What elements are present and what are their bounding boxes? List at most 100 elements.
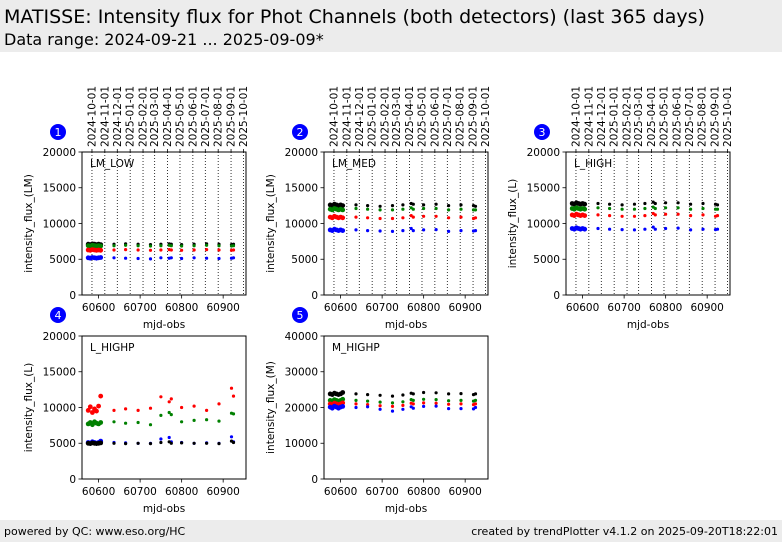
data-point-green: [378, 208, 382, 212]
y-tick-label: 20000: [285, 147, 318, 159]
y-tick-label: 5000: [291, 254, 318, 266]
data-point-green: [473, 398, 478, 402]
data-point-green: [653, 206, 657, 211]
data-point-red: [340, 400, 346, 406]
data-point-blue: [473, 405, 478, 410]
y-tick-label: 5000: [49, 438, 76, 450]
data-point-green: [205, 243, 209, 247]
data-point-blue: [447, 229, 451, 233]
date-tick-label: 2024-12-01: [112, 86, 124, 147]
y-tick-label: 20000: [527, 147, 560, 159]
data-point-red: [94, 408, 99, 414]
date-tick-label: 2025-02-01: [380, 86, 392, 147]
data-point-blue: [112, 256, 116, 260]
x-tick-label: 60800: [407, 302, 440, 314]
data-point-red: [217, 402, 221, 406]
data-point-red: [169, 248, 173, 252]
date-tick-label: 2025-10-01: [480, 86, 492, 147]
x-tick-label: 60900: [206, 302, 239, 314]
data-point-black: [148, 442, 153, 446]
data-point-blue: [229, 435, 234, 439]
data-point-blue: [459, 229, 463, 233]
data-point-green: [231, 412, 236, 416]
y-tick-label: 0: [69, 290, 76, 302]
data-point-blue: [205, 256, 209, 260]
data-point-red: [608, 214, 612, 218]
y-tick-label: 20000: [285, 402, 318, 414]
y-tick-label: 0: [311, 290, 318, 302]
data-point-black: [676, 201, 680, 205]
date-tick-label: 2024-10-01: [328, 86, 340, 147]
date-tick-label: 2025-01-01: [609, 86, 621, 147]
data-point-blue: [390, 229, 395, 233]
footer-bar: powered by QC: www.eso.org/HC created by…: [0, 520, 782, 542]
data-point-green: [340, 207, 346, 213]
y-tick-label: 15000: [527, 183, 560, 195]
date-tick-label: 2025-08-01: [697, 86, 709, 147]
x-tick-label: 60900: [690, 302, 723, 314]
date-tick-label: 2025-05-01: [658, 86, 670, 147]
data-point-green: [217, 419, 221, 423]
data-point-green: [620, 207, 624, 211]
data-point-blue: [653, 227, 657, 231]
data-point-black: [689, 202, 693, 206]
data-point-green: [401, 207, 405, 211]
data-point-red: [192, 248, 196, 252]
date-tick-label: 2025-04-01: [162, 86, 174, 147]
data-point-blue: [582, 226, 588, 232]
data-point-red: [96, 403, 101, 409]
y-tick-label: 5000: [533, 254, 560, 266]
data-point-green: [354, 206, 358, 211]
data-point-green: [124, 421, 128, 425]
x-tick-label: 60600: [82, 486, 115, 498]
data-point-black: [192, 441, 196, 445]
data-point-red: [701, 213, 705, 217]
x-tick-label: 60700: [607, 302, 640, 314]
data-point-red: [390, 404, 395, 408]
date-tick-label: 2025-09-01: [468, 86, 480, 147]
data-point-red: [231, 248, 236, 252]
x-tick-label: 60800: [407, 486, 440, 498]
y-tick-label: 40000: [285, 331, 318, 343]
data-point-blue: [217, 256, 221, 261]
x-axis-label: mjd-obs: [143, 503, 185, 515]
data-point-blue: [411, 229, 415, 233]
data-point-black: [112, 441, 116, 445]
data-point-black: [366, 204, 370, 208]
data-point-black: [715, 203, 720, 207]
date-tick-label: 2025-05-01: [174, 86, 186, 147]
data-point-red: [136, 408, 140, 412]
data-point-red: [653, 213, 657, 217]
date-tick-label: 2024-11-01: [583, 86, 595, 147]
data-point-black: [447, 392, 451, 396]
data-point-green: [473, 208, 478, 212]
x-tick-label: 60600: [566, 302, 599, 314]
panel-number-label: 1: [55, 126, 62, 139]
data-point-green: [434, 398, 438, 402]
data-point-blue: [409, 226, 413, 231]
x-tick-label: 60800: [165, 486, 198, 498]
data-point-blue: [434, 228, 438, 232]
data-point-green: [231, 244, 236, 248]
data-point-black: [422, 390, 426, 395]
data-point-green: [701, 206, 705, 211]
panel-number-label: 4: [55, 309, 62, 322]
data-point-blue: [459, 407, 463, 411]
data-point-red: [354, 215, 358, 219]
y-tick-label: 10000: [285, 438, 318, 450]
data-point-black: [401, 203, 405, 207]
data-point-blue: [378, 229, 382, 233]
date-tick-label: 2025-09-01: [710, 86, 722, 147]
date-tick-label: 2025-03-01: [391, 86, 403, 147]
date-tick-label: 2025-07-01: [442, 86, 454, 147]
date-tick-label: 2025-02-01: [622, 86, 634, 147]
x-tick-label: 60900: [448, 302, 481, 314]
data-point-red: [159, 248, 163, 252]
data-point-red: [366, 216, 370, 220]
data-point-red: [473, 402, 478, 406]
data-point-blue: [411, 406, 415, 410]
data-point-red: [148, 406, 153, 410]
x-axis-label: mjd-obs: [385, 503, 427, 515]
data-point-blue: [447, 407, 451, 411]
